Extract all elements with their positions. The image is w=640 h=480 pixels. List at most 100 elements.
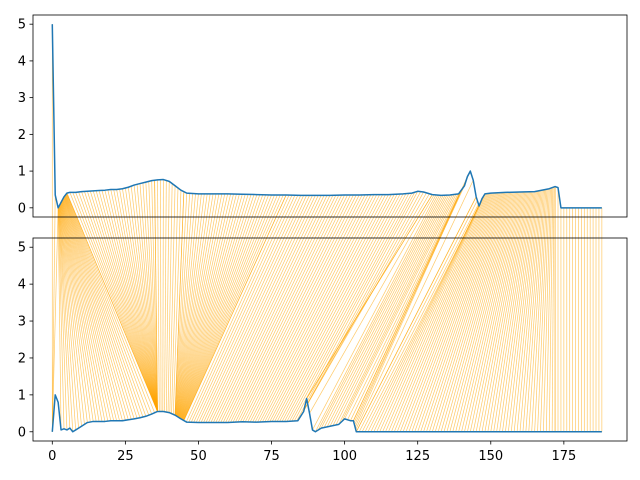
alignment-line — [58, 206, 71, 429]
alignment-line — [259, 194, 378, 423]
alignment-line — [177, 193, 220, 418]
alignment-line — [210, 195, 319, 423]
alignment-line — [179, 193, 237, 419]
alignment-line — [354, 176, 468, 426]
alignment-connections — [51, 24, 603, 432]
alignment-line — [344, 194, 457, 420]
bottom-xtick-label: 25 — [117, 449, 134, 464]
alignment-line — [160, 179, 162, 412]
alignment-line — [175, 193, 196, 416]
alignment-line — [180, 194, 258, 420]
alignment-line — [101, 190, 158, 412]
top-ytick-label: 1 — [18, 165, 26, 180]
bottom-ytick-label: 5 — [18, 241, 26, 256]
alignment-line — [75, 192, 158, 412]
alignment-line — [505, 191, 536, 432]
alignment-line — [179, 194, 240, 419]
bottom-ytick-label: 0 — [18, 425, 26, 440]
alignment-line — [190, 195, 296, 423]
top-ytick-label: 0 — [18, 201, 26, 216]
alignment-line — [208, 195, 316, 423]
alignment-line — [164, 180, 167, 412]
alignment-line — [217, 195, 328, 423]
alignment-line — [84, 191, 158, 412]
alignment-line — [306, 194, 433, 399]
alignment-line — [341, 194, 455, 422]
top-panel-ticks: 0 1 2 3 4 5 — [18, 18, 33, 216]
alignment-line — [180, 194, 255, 420]
alignment-line — [332, 194, 450, 426]
alignment-line — [62, 198, 115, 421]
alignment-line — [60, 203, 88, 423]
alignment-line — [198, 195, 305, 423]
alignment-line — [545, 187, 552, 432]
alignment-line — [405, 192, 497, 432]
top-series-line — [51, 24, 602, 209]
alignment-line — [296, 191, 421, 421]
bottom-xtick-label: 150 — [478, 449, 503, 464]
alignment-line — [461, 191, 519, 432]
alignment-line — [379, 193, 486, 432]
alignment-line — [89, 191, 158, 412]
alignment-line — [551, 186, 555, 432]
alignment-line — [205, 195, 313, 423]
alignment-line — [449, 192, 514, 432]
alignment-line — [247, 194, 363, 423]
alignment-line — [60, 202, 91, 423]
alignment-line — [434, 192, 508, 432]
alignment-line — [182, 194, 272, 420]
alignment-line — [510, 191, 539, 432]
alignment-line — [151, 180, 158, 412]
alignment-line — [361, 203, 479, 432]
alignment-line — [59, 205, 77, 430]
alignment-line — [62, 199, 112, 421]
alignment-line — [399, 192, 494, 432]
alignment-line — [274, 194, 395, 422]
bottom-xtick-label: 175 — [551, 449, 576, 464]
alignment-line — [385, 193, 489, 432]
alignment-line — [58, 205, 74, 432]
alignment-line — [323, 195, 444, 428]
alignment-line — [493, 191, 532, 432]
alignment-line — [139, 183, 158, 412]
alignment-line — [490, 191, 530, 432]
alignment-line — [225, 195, 337, 423]
alignment-line — [167, 183, 173, 413]
alignment-line — [232, 194, 345, 423]
alignment-line — [320, 195, 442, 429]
alignment-line — [537, 188, 549, 432]
alignment-line — [200, 195, 307, 423]
alignment-line — [193, 195, 299, 423]
alignment-line — [122, 188, 158, 412]
alignment-line — [107, 189, 158, 412]
alignment-line — [355, 196, 477, 432]
alignment-line — [179, 194, 246, 419]
alignment-line — [183, 194, 287, 421]
alignment-line — [87, 191, 158, 412]
alignment-line — [63, 196, 126, 421]
alignment-line — [176, 193, 208, 417]
alignment-line — [519, 190, 542, 432]
alignment-line — [169, 185, 176, 413]
top-panel: 0 1 2 3 4 5 — [18, 14, 628, 218]
alignment-line — [66, 193, 155, 413]
alignment-line — [411, 192, 499, 432]
alignment-line — [171, 187, 179, 414]
alignment-line — [92, 190, 158, 412]
alignment-line — [417, 192, 501, 432]
alignment-line — [317, 195, 440, 431]
bottom-xtick-label: 75 — [263, 449, 280, 464]
alignment-line — [496, 191, 533, 432]
alignment-line — [235, 194, 348, 423]
alignment-line — [65, 194, 144, 418]
alignment-line — [177, 193, 217, 417]
alignment-line — [329, 194, 448, 427]
top-ytick-label: 4 — [18, 54, 26, 69]
alignment-line — [59, 203, 85, 425]
alignment-line — [443, 192, 512, 432]
alignment-line — [408, 192, 498, 432]
alignment-line — [431, 192, 507, 432]
alignment-line — [531, 189, 547, 432]
alignment-line — [178, 193, 229, 418]
